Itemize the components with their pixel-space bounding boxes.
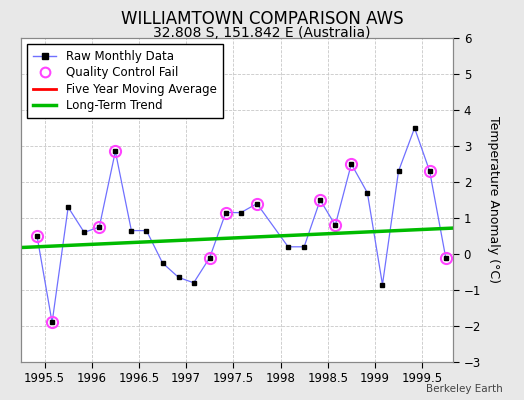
Text: 32.808 S, 151.842 E (Australia): 32.808 S, 151.842 E (Australia)	[153, 26, 371, 40]
Text: Berkeley Earth: Berkeley Earth	[427, 384, 503, 394]
Y-axis label: Temperature Anomaly (°C): Temperature Anomaly (°C)	[487, 116, 500, 284]
Text: WILLIAMTOWN COMPARISON AWS: WILLIAMTOWN COMPARISON AWS	[121, 10, 403, 28]
Legend: Raw Monthly Data, Quality Control Fail, Five Year Moving Average, Long-Term Tren: Raw Monthly Data, Quality Control Fail, …	[27, 44, 223, 118]
